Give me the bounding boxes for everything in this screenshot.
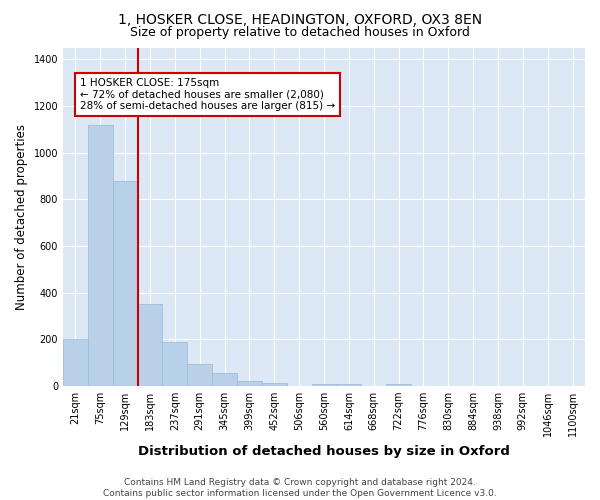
X-axis label: Distribution of detached houses by size in Oxford: Distribution of detached houses by size … xyxy=(138,444,510,458)
Bar xyxy=(113,180,137,386)
Bar xyxy=(212,373,237,386)
Bar xyxy=(163,342,187,386)
Bar xyxy=(187,364,212,386)
Y-axis label: Number of detached properties: Number of detached properties xyxy=(15,124,28,310)
Bar xyxy=(262,382,287,386)
Bar xyxy=(311,384,337,386)
Bar xyxy=(88,124,113,386)
Text: Contains HM Land Registry data © Crown copyright and database right 2024.
Contai: Contains HM Land Registry data © Crown c… xyxy=(103,478,497,498)
Bar xyxy=(237,382,262,386)
Text: 1 HOSKER CLOSE: 175sqm
← 72% of detached houses are smaller (2,080)
28% of semi-: 1 HOSKER CLOSE: 175sqm ← 72% of detached… xyxy=(80,78,335,111)
Bar xyxy=(337,384,361,386)
Bar xyxy=(386,384,411,386)
Bar xyxy=(63,340,88,386)
Bar xyxy=(137,304,163,386)
Text: Size of property relative to detached houses in Oxford: Size of property relative to detached ho… xyxy=(130,26,470,39)
Text: 1, HOSKER CLOSE, HEADINGTON, OXFORD, OX3 8EN: 1, HOSKER CLOSE, HEADINGTON, OXFORD, OX3… xyxy=(118,12,482,26)
